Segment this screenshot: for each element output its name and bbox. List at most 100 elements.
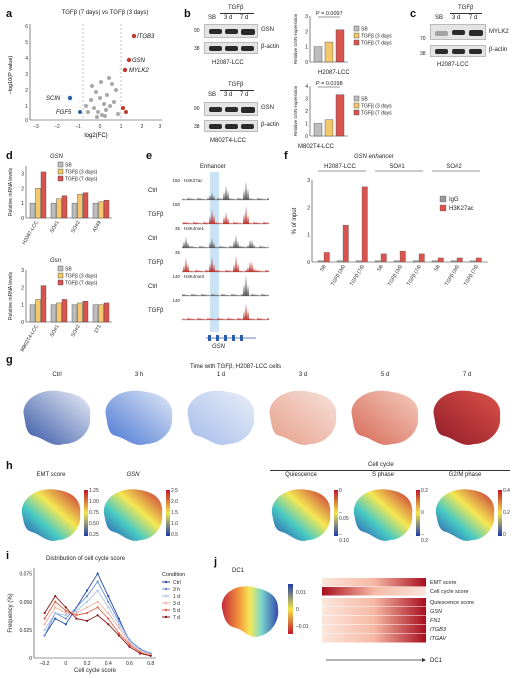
bar: [475, 257, 482, 263]
data-point: [107, 606, 110, 609]
bar: [431, 260, 438, 263]
colorbar: [84, 490, 88, 536]
panel-label-d: d: [6, 150, 13, 162]
colorbar-fill: [166, 490, 170, 536]
data-point: [96, 572, 99, 575]
b-protein-actin: β-actin: [261, 44, 280, 50]
y-tick-label: 3: [21, 171, 24, 177]
panel-label-c: c: [410, 8, 417, 20]
b-cell-bottom: M802T4-LCC: [210, 138, 247, 144]
legend-title: Condition: [162, 572, 185, 578]
colorbar-tick: 0: [503, 532, 506, 538]
data-point: [117, 619, 120, 622]
x-tick-label: 0.8: [147, 661, 154, 667]
colorbar-fill: [416, 490, 420, 536]
h-cell-cycle-bracket: [270, 470, 510, 471]
bar: [29, 304, 36, 323]
data-point: [96, 589, 99, 592]
legend-label: SB: [65, 163, 72, 169]
bar: [103, 199, 110, 219]
data-point: [85, 589, 89, 592]
umap-cloud: [105, 390, 173, 445]
legend-label: TGFβ (3 days): [361, 104, 392, 110]
j-umap: [221, 586, 279, 637]
data-point: [107, 617, 110, 620]
data-point: [149, 654, 152, 657]
y-tick-label: 0: [305, 134, 308, 140]
bar: [29, 202, 36, 219]
f-title: GSN enhancer: [354, 154, 394, 160]
colorbar-tick: 0.2: [503, 510, 510, 516]
track-condition-label: TGFβ: [148, 260, 164, 266]
j-umap-label: DC1: [232, 568, 245, 574]
bar: [437, 257, 444, 263]
data-point: [43, 611, 46, 615]
heatmap-row: [322, 578, 426, 587]
y-tick-label: 3: [307, 178, 310, 184]
g-umap-panel: Ctrl: [18, 372, 96, 450]
umap-cloud: [435, 489, 495, 541]
colorbar-tick: 1.5: [171, 510, 178, 516]
dc1-arrow-head: [422, 658, 426, 662]
y-tick-label: 0.050: [19, 600, 32, 606]
legend-label: 1 d: [173, 594, 180, 600]
x-tick-label: –0.2: [40, 661, 50, 667]
colorbar-fill: [84, 490, 88, 536]
data-point: [85, 619, 89, 622]
h-umap: [435, 489, 495, 541]
bar: [456, 257, 463, 263]
signal-track: [182, 205, 269, 224]
g-umap: [269, 390, 337, 445]
g-umap-panel: 1 d: [182, 372, 260, 450]
signal-track: [182, 181, 269, 200]
legend-label: TGFβ (3 days): [65, 170, 98, 176]
y-tick-label: 0: [21, 216, 24, 222]
gene-label: ITGB3: [137, 34, 155, 40]
data-point: [128, 640, 131, 643]
bar: [56, 302, 62, 323]
legend-label: 3 d: [173, 601, 180, 607]
b-lane-sb: SB: [208, 15, 217, 21]
colorbar-tick: 0.5: [171, 532, 178, 538]
legend-marker: [164, 587, 168, 591]
series-line: [44, 572, 151, 654]
legend-swatch: [353, 109, 360, 116]
x-tick-label: TGFβ (3d): [387, 264, 404, 287]
x-tick-label: TGFβ (3d): [444, 264, 461, 287]
data-point: [117, 632, 120, 635]
colorbar-tick: 1.25: [89, 488, 99, 494]
h-umap-panel: G2/M phase 0.4 0.2 0: [432, 472, 512, 552]
bar: [35, 299, 41, 323]
umap-cloud: [269, 390, 337, 445]
colorbar: [416, 490, 420, 536]
bar: [71, 304, 78, 323]
b-blot-actin-top: [204, 42, 258, 54]
a-ytick: 3: [25, 72, 28, 78]
data-point: [138, 652, 142, 655]
legend-swatch: [57, 265, 64, 272]
data-point: [43, 634, 46, 637]
x-tick-label: 0.4: [105, 661, 112, 667]
b-lane-3d: 3 d: [224, 15, 233, 21]
heatmap-row-label: Cell cycle score: [430, 589, 469, 595]
umap-cloud: [351, 390, 419, 445]
bar: [335, 94, 345, 137]
a-xlabel: log2(FC): [84, 133, 107, 139]
legend-swatch: [57, 175, 64, 182]
b-tgfb-label: TGFβ: [228, 5, 244, 11]
data-point: [117, 626, 120, 629]
panel-a-title: TGFβ (7 days) vs TGFβ (3 days): [61, 10, 149, 16]
group-label: H2087-LCC: [324, 164, 356, 170]
x-tick-label: TGFβ (7d): [463, 264, 480, 287]
legend-label: TGFβ (7 days): [65, 281, 98, 287]
h-umap-label: G2/M phase: [448, 472, 482, 478]
i-title: Distribution of cell cycle score: [46, 556, 126, 562]
data-point: [85, 611, 89, 615]
c-blot-actin: [430, 45, 486, 57]
bar: [77, 302, 83, 323]
h-umap: [271, 489, 331, 541]
colorbar-tick: 0: [421, 510, 424, 516]
legend-label: Ctrl: [173, 580, 181, 586]
y-tick-label: 2: [305, 29, 308, 35]
